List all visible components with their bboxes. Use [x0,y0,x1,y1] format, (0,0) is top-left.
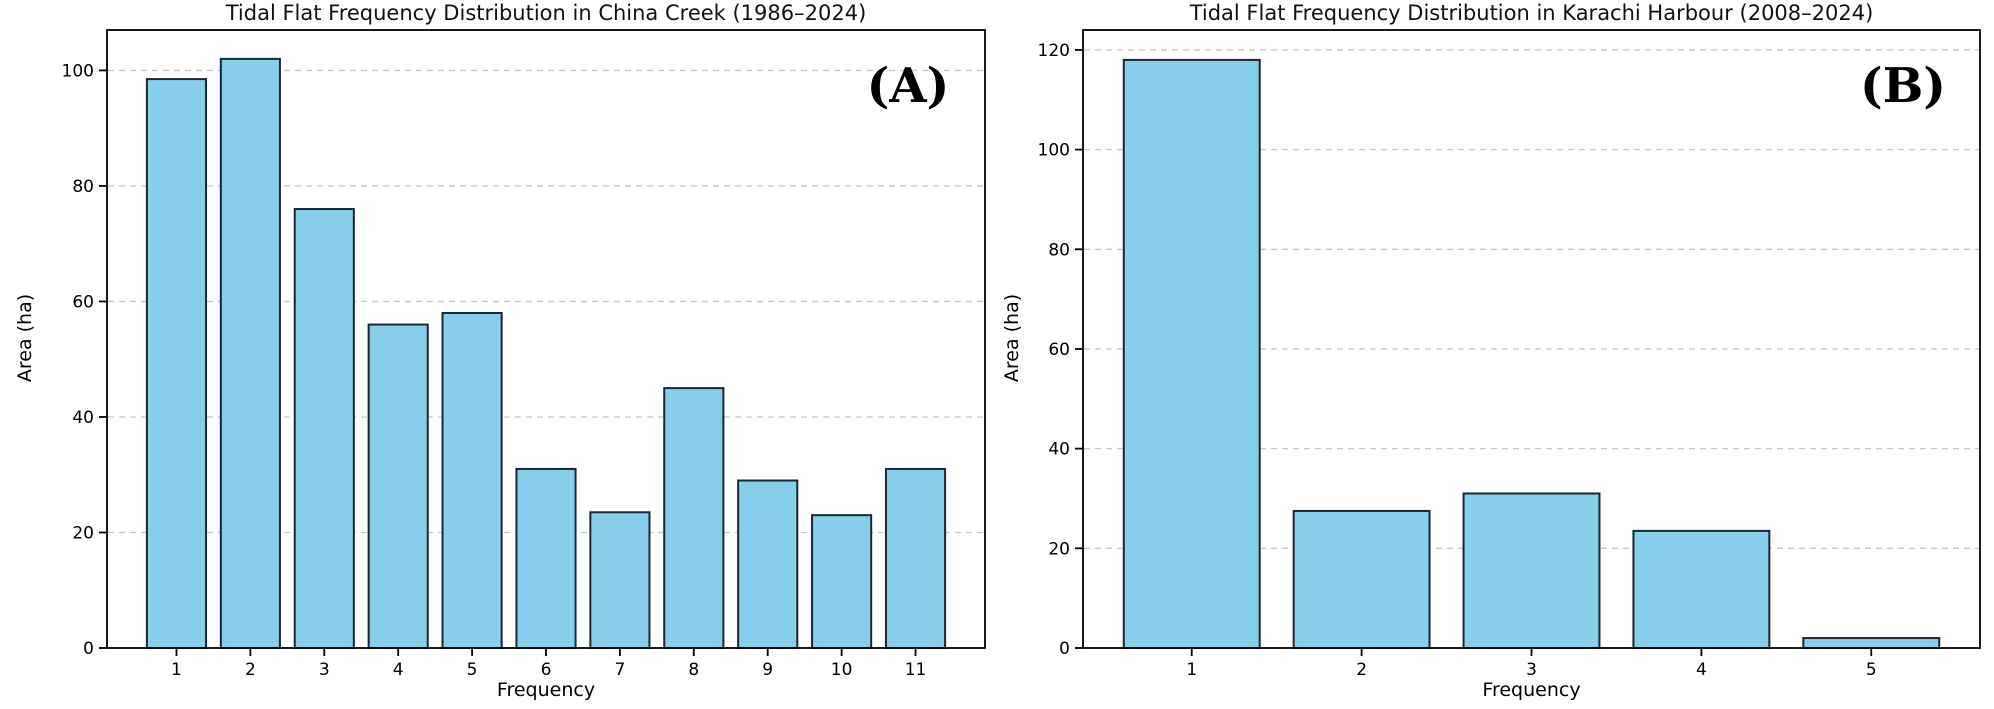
y-tick-label-a-100: 100 [62,61,94,81]
bar-b-1 [1122,58,1261,650]
bar-b-2 [1292,509,1431,649]
chart-b-title: Tidal Flat Frequency Distribution in Kar… [1189,1,1874,25]
y-tick-label-a-0: 0 [83,639,94,659]
x-tick-label-b-5: 5 [1866,660,1877,680]
y-tick-label-b-40: 40 [1048,440,1070,460]
chart-a-panel-label: (A) [866,58,950,114]
y-tick-label-a-60: 60 [72,292,94,312]
x-tick-label-b-2: 2 [1356,660,1367,680]
bar-a-6 [515,467,577,649]
x-tick-label-a-11: 11 [905,660,927,680]
y-tick-label-b-0: 0 [1059,639,1070,659]
bar-a-4 [367,323,429,649]
x-tick-label-b-3: 3 [1526,660,1537,680]
chart-b-panel-label: (B) [1860,58,1946,114]
bar-a-11 [884,467,947,649]
bar-b-4 [1632,529,1771,649]
x-tick-label-a-10: 10 [831,660,853,680]
chart-b-y-axis-label: Area (ha) [1001,293,1023,383]
y-tick-label-a-20: 20 [72,523,94,543]
chart-b-x-axis-label: Frequency [1482,679,1581,701]
x-tick-label-a-6: 6 [541,660,552,680]
bar-b-3 [1462,492,1601,649]
bar-a-1 [145,78,208,650]
x-tick-label-a-8: 8 [688,660,699,680]
y-tick-label-a-80: 80 [72,177,94,197]
x-tick-label-a-9: 9 [762,660,773,680]
x-tick-label-a-2: 2 [245,660,256,680]
x-tick-label-a-4: 4 [393,660,404,680]
x-tick-label-a-5: 5 [467,660,478,680]
y-tick-label-b-80: 80 [1048,240,1070,260]
chart-a-title: Tidal Flat Frequency Distribution in Chi… [225,1,867,25]
bar-a-9 [737,479,799,649]
y-tick-label-a-40: 40 [72,408,94,428]
chart-a-x-axis-label: Frequency [496,679,596,701]
x-tick-label-a-3: 3 [319,660,330,680]
x-tick-label-a-7: 7 [614,660,625,680]
y-tick-label-b-120: 120 [1038,41,1070,61]
y-tick-label-b-60: 60 [1048,340,1070,360]
x-tick-label-a-1: 1 [171,660,182,680]
y-tick-label-b-20: 20 [1048,539,1070,559]
x-tick-label-b-1: 1 [1186,660,1197,680]
bar-a-3 [293,208,355,649]
bar-a-2 [219,57,281,650]
x-tick-label-b-4: 4 [1696,660,1707,680]
bar-a-10 [811,514,873,649]
y-tick-label-b-100: 100 [1038,141,1070,161]
